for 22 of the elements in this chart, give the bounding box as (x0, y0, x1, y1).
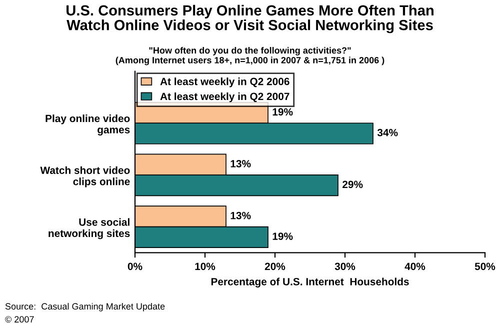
data-label: 13% (230, 212, 251, 220)
text: © 2007 (5, 316, 34, 323)
x-tick-label: 10% (195, 262, 216, 270)
data-label: 19% (272, 232, 293, 240)
y-tick-label: Watch short video clips online (40, 166, 130, 188)
legend-label: At least weekly in Q2 2007 (160, 92, 290, 102)
chart-title: U.S. Consumers Play Online Games More Often Than Watch Online Videos or Visit Social Networking Sites (66, 4, 434, 34)
data-label: 13% (230, 160, 251, 168)
y-tick-label: Use social networking sites (48, 218, 130, 240)
y-tick-label: Play online video games (46, 114, 130, 136)
x-tick-label: 40% (404, 262, 426, 270)
data-label: 29% (342, 180, 363, 188)
legend-label: At least weekly in Q2 2006 (160, 78, 290, 88)
chart-subtitle: "How often do you do the following activities?" (Among Internet users 18+, n=1,000 in 2007 & n=1,751 in 2006 ) (116, 46, 384, 66)
data-label: 19% (272, 108, 293, 116)
x-tick-label: 50% (474, 262, 496, 270)
x-axis-title: Percentage of U.S. Internet Households (211, 278, 409, 288)
data-label: 34% (377, 128, 398, 136)
x-tick-label: 20% (264, 262, 286, 270)
source-note: Source: Casual Gaming Market Update (5, 302, 165, 312)
x-tick-label: 0% (128, 262, 142, 270)
x-tick-label: 30% (334, 262, 356, 270)
